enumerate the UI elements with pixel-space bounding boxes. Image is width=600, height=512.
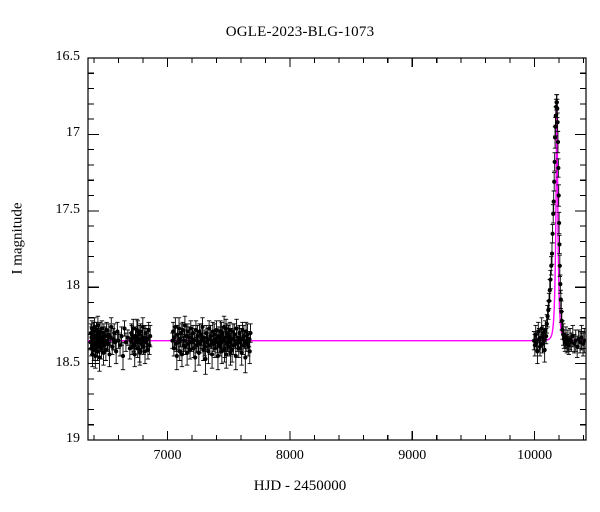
x-tick-label: 7000 bbox=[153, 448, 182, 463]
y-tick-label: 18.5 bbox=[55, 354, 81, 370]
plot-frame bbox=[87, 57, 587, 441]
x-tick-label: 9000 bbox=[398, 448, 427, 463]
data-points bbox=[88, 94, 586, 375]
y-tick-label: 17.5 bbox=[55, 201, 81, 217]
y-tick-label: 17 bbox=[66, 125, 80, 141]
y-tick-label: 19 bbox=[66, 431, 80, 446]
y-tick-label: 16.5 bbox=[55, 49, 81, 64]
axis-ticks bbox=[88, 57, 586, 441]
x-axis-label: HJD - 2450000 bbox=[253, 478, 347, 494]
page-title: OGLE-2023-BLG-1073 bbox=[225, 24, 375, 40]
x-tick-label: 10000 bbox=[517, 448, 553, 463]
x-tick-label: 8000 bbox=[275, 448, 304, 463]
y-tick-label: 18 bbox=[66, 278, 80, 294]
